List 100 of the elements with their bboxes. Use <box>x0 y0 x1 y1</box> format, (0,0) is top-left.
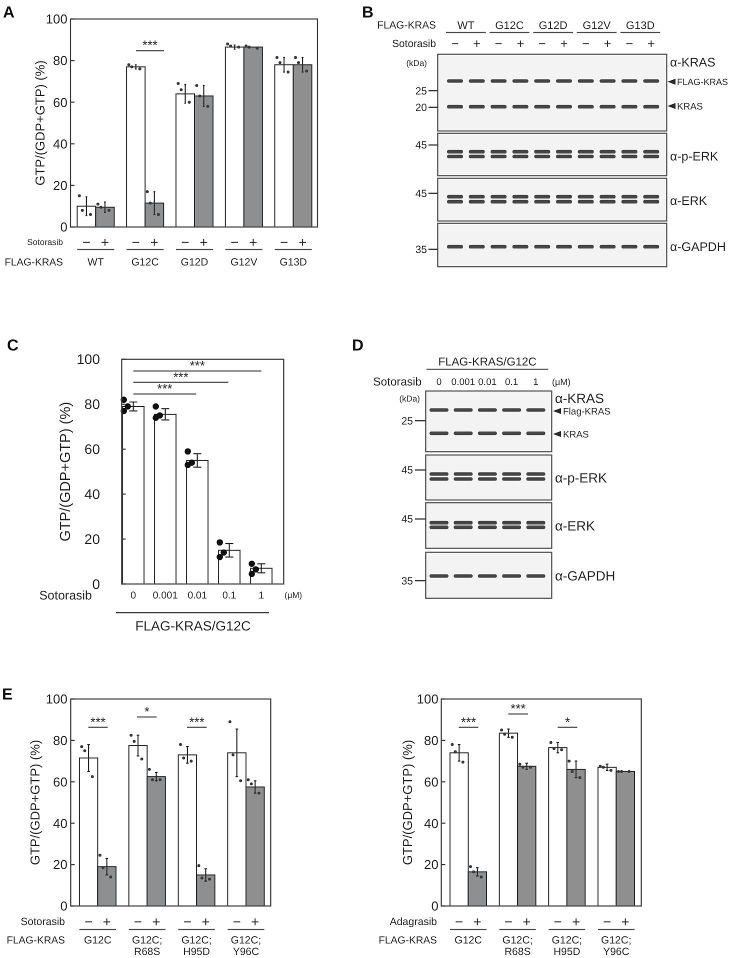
text: − <box>538 36 546 52</box>
y-tick-label: 40 <box>424 816 438 831</box>
x-tick-label: G12C; Y96C <box>230 934 262 958</box>
y-tick-label: 60 <box>84 441 100 458</box>
y-tick-label: 100 <box>46 12 68 27</box>
annotation: *** <box>90 714 106 730</box>
text: + <box>152 913 160 930</box>
text: FLAG-KRAS <box>677 76 728 87</box>
y-tick-label: 60 <box>424 774 438 790</box>
text: + <box>202 913 210 930</box>
y-tick-label: 100 <box>46 692 68 707</box>
text: 0.001 <box>451 377 476 388</box>
text: − <box>494 36 502 52</box>
text: KRAS <box>677 101 703 112</box>
series-label: + <box>102 913 111 930</box>
text: α-GAPDH <box>670 240 726 254</box>
legend-title: Adagrasib <box>390 916 438 928</box>
text: − <box>183 913 192 930</box>
x-tick-label: 0.001 <box>152 590 178 602</box>
annotation: * <box>564 714 570 730</box>
text: + <box>621 913 630 930</box>
y-tick-label: 100 <box>416 692 438 707</box>
text: Flag-KRAS <box>563 406 611 418</box>
text: 0.1 <box>504 377 518 388</box>
x-tick-label: 0 <box>130 590 137 602</box>
text: + <box>522 913 531 930</box>
text: − <box>626 36 634 52</box>
series-label: − <box>455 913 464 930</box>
text: (μM) <box>284 590 302 600</box>
x-tick-label: G13D <box>280 256 308 269</box>
y-axis-title: GTP/(GDP+GTP) (%) <box>400 740 415 866</box>
annotation: *** <box>173 369 188 384</box>
series-label: − <box>82 234 91 250</box>
text: − <box>134 913 142 930</box>
annotation: *** <box>142 38 158 53</box>
x-tick-label: G12C; H95D <box>552 934 582 958</box>
x-tick-label: 0.1 <box>222 590 237 602</box>
text: Sotorasib <box>392 39 436 50</box>
chart-title: A <box>3 4 15 22</box>
y-tick-label: 20 <box>53 178 68 193</box>
text: + <box>200 234 208 250</box>
text: + <box>249 234 258 250</box>
text: FLAG-KRAS/G12C <box>135 618 252 634</box>
text: G13D <box>626 20 655 32</box>
text: + <box>560 36 568 52</box>
text: α-GAPDH <box>555 568 616 584</box>
x-tick-label: 1 <box>258 590 265 602</box>
y-tick-label: 100 <box>76 351 100 368</box>
text: − <box>232 913 241 930</box>
x-tick-label: G12C; R68S <box>132 934 162 958</box>
text: + <box>150 234 158 250</box>
text: + <box>572 913 580 930</box>
x-axis-title: FLAG-KRAS <box>6 936 66 947</box>
y-tick-label: 80 <box>424 732 438 748</box>
y-tick-label: 60 <box>53 94 68 110</box>
text: + <box>473 36 481 52</box>
text: + <box>516 36 524 52</box>
text: 45 <box>415 188 428 200</box>
annotation: *** <box>510 701 526 716</box>
y-axis-title: GTP/(GDP+GTP) (%) <box>32 60 48 186</box>
text: (kDa) <box>399 393 420 404</box>
y-axis-title: GTP/(GDP+GTP) (%) <box>58 402 74 542</box>
bar <box>122 406 145 584</box>
annotation: *** <box>189 714 204 730</box>
y-tick-label: 20 <box>84 530 100 547</box>
text: − <box>280 234 288 250</box>
x-axis-title: Sotorasib <box>39 588 92 602</box>
annotation: *** <box>190 358 205 373</box>
x-tick-label: G12C; H95D <box>181 934 212 958</box>
series-label: − <box>84 913 93 930</box>
text: 25 <box>415 85 428 98</box>
y-tick-label: 40 <box>53 816 68 831</box>
text: + <box>647 36 655 52</box>
text: − <box>603 913 612 930</box>
text: G12C <box>495 20 524 32</box>
text: B <box>362 4 374 22</box>
text: D <box>352 338 364 355</box>
text: 45 <box>415 140 428 152</box>
y-tick-label: 80 <box>53 53 68 68</box>
y-tick-label: 0 <box>60 220 68 235</box>
y-tick-label: 60 <box>53 774 68 790</box>
y-tick-label: 20 <box>53 857 68 872</box>
annotation: *** <box>157 381 172 396</box>
text: 1 <box>533 377 538 388</box>
text: 20 <box>415 102 428 114</box>
y-tick-label: 40 <box>53 136 68 152</box>
text: G12D <box>538 20 568 32</box>
text: + <box>251 913 260 930</box>
text: α-p-ERK <box>555 470 608 486</box>
legend-title: Sotorasib <box>27 236 64 247</box>
y-axis-title: GTP/(GDP+GTP) (%) <box>28 740 43 866</box>
text: + <box>604 36 612 52</box>
text: α-ERK <box>555 518 596 534</box>
text: 45 <box>401 464 414 477</box>
x-tick-label: G12C <box>84 934 112 947</box>
text: 25 <box>401 415 414 428</box>
text: − <box>181 234 190 250</box>
text: 35 <box>401 575 414 588</box>
text: α-ERK <box>670 194 708 208</box>
x-tick-label: G12V <box>230 256 258 269</box>
